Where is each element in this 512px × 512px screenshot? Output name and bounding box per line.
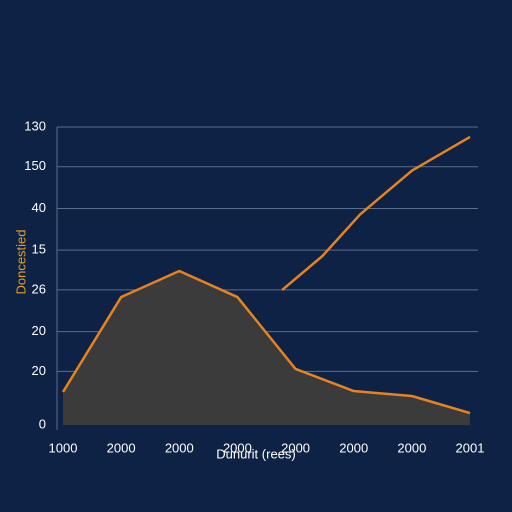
- y-tick-label: 26: [32, 281, 46, 296]
- x-tick-label: 2000: [339, 440, 368, 455]
- y-axis-label: Doncestied: [13, 229, 28, 294]
- y-tick-label: 20: [32, 323, 46, 338]
- x-tick-label: 2000: [397, 440, 426, 455]
- y-tick-label: 130: [24, 118, 46, 133]
- y-tick-label: 15: [32, 242, 46, 257]
- line: [281, 135, 471, 291]
- x-tick-label: 1000: [49, 440, 78, 455]
- x-tick-label: 2000: [223, 440, 252, 455]
- x-tick-label: 2000: [165, 440, 194, 455]
- x-axis-label: Dunurit (rees): [216, 446, 295, 461]
- x-tick-label: 2001: [456, 440, 485, 455]
- y-tick-label: 40: [32, 200, 46, 215]
- y-tick-label: 150: [24, 158, 46, 173]
- x-tick-label: 2000: [281, 440, 310, 455]
- y-tick-label: 0: [39, 416, 46, 431]
- x-tick-label: 2000: [107, 440, 136, 455]
- line: [61, 269, 471, 415]
- area: [63, 271, 470, 425]
- y-tick-label: 20: [32, 363, 46, 378]
